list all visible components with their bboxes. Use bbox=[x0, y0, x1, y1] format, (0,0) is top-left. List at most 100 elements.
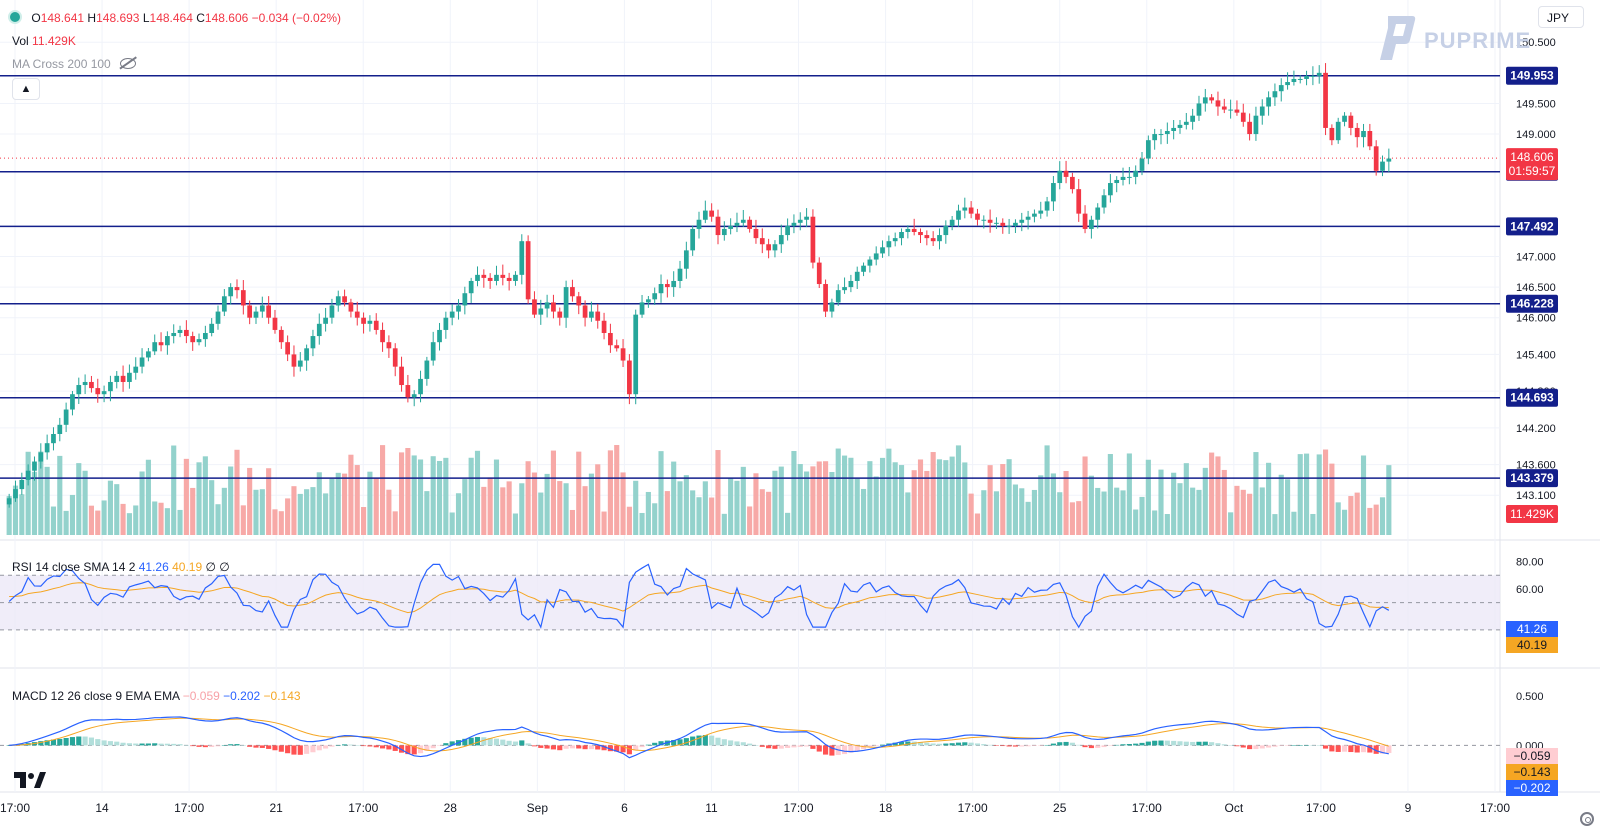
macd-histogram-bar bbox=[550, 745, 557, 750]
macd-histogram-bar bbox=[361, 745, 367, 747]
volume-bar bbox=[1373, 504, 1379, 535]
candle-body bbox=[437, 329, 442, 343]
volume-bar bbox=[430, 456, 436, 535]
candle-body bbox=[291, 354, 297, 367]
hidden-eye-icon[interactable] bbox=[120, 58, 137, 69]
level-badge bbox=[1506, 217, 1558, 236]
volume-bar bbox=[1120, 490, 1126, 535]
settings-gear-icon[interactable] bbox=[1580, 812, 1594, 826]
candle-body bbox=[646, 299, 651, 303]
level-badge-label: 144.693 bbox=[1510, 391, 1554, 405]
candle-body bbox=[1342, 115, 1347, 122]
candle-body bbox=[721, 228, 727, 236]
candle-body bbox=[323, 317, 328, 324]
currency-selector[interactable]: JPY bbox=[1538, 6, 1584, 28]
macd-histogram-bar bbox=[645, 744, 651, 746]
macd-histogram-bar bbox=[1253, 745, 1259, 750]
candle-body bbox=[1108, 183, 1113, 196]
macd-histogram-bar bbox=[1164, 740, 1170, 746]
candle-body bbox=[108, 381, 113, 392]
macd-histogram-bar bbox=[721, 739, 727, 746]
low-value: 148.464 bbox=[149, 11, 193, 25]
candle-body bbox=[835, 290, 841, 303]
macd-histogram-bar bbox=[405, 745, 411, 755]
macd-histogram-bar bbox=[500, 739, 506, 746]
volume-bar bbox=[436, 460, 443, 535]
volume-bar bbox=[1076, 501, 1082, 535]
volume-legend[interactable]: Vol 11.429K bbox=[12, 34, 76, 48]
candle-body bbox=[867, 259, 873, 266]
volume-bar bbox=[190, 487, 196, 535]
volume-bar bbox=[1202, 467, 1208, 535]
candle-body bbox=[1215, 100, 1221, 107]
time-tick-label: 17:00 bbox=[0, 801, 30, 815]
candle-body bbox=[89, 381, 94, 389]
candle-body bbox=[1095, 207, 1101, 220]
macd-histogram-bar bbox=[1101, 745, 1107, 748]
candle-body bbox=[595, 311, 601, 321]
ma-cross-legend[interactable]: MA Cross 200 100 bbox=[12, 57, 137, 71]
candle-body bbox=[968, 207, 974, 214]
volume-bar bbox=[1253, 452, 1259, 535]
candle-body bbox=[1291, 78, 1297, 83]
volume-bar bbox=[1139, 496, 1145, 535]
volume-bar bbox=[12, 485, 19, 535]
volume-bar bbox=[1177, 483, 1183, 535]
candle-body bbox=[772, 244, 778, 251]
candle-body bbox=[1228, 109, 1233, 111]
volume-bar bbox=[1386, 465, 1392, 535]
collapse-legend-button[interactable]: ▲ bbox=[12, 78, 40, 100]
macd-histogram-bar bbox=[993, 745, 1000, 746]
macd-histogram-bar bbox=[247, 745, 253, 747]
rsi-legend[interactable]: RSI 14 close SMA 14 2 41.26 40.19 ∅ ∅ bbox=[12, 560, 230, 574]
candle-body bbox=[127, 372, 132, 382]
candle-body bbox=[1329, 127, 1335, 141]
macd-histogram-bar bbox=[1259, 745, 1265, 749]
macd-histogram-bar bbox=[905, 741, 911, 746]
candle-body bbox=[1221, 106, 1227, 110]
macd-histogram-bar bbox=[981, 744, 987, 746]
volume-label: Vol bbox=[12, 34, 29, 48]
candle-body bbox=[842, 287, 847, 291]
macd-histogram-bar bbox=[582, 745, 588, 750]
macd-histogram-bar bbox=[76, 736, 82, 746]
rsi-tick-label: 60.00 bbox=[1516, 584, 1544, 596]
macd-histogram-bar bbox=[101, 740, 107, 746]
macd-histogram-bar bbox=[1171, 740, 1177, 746]
volume-bar bbox=[1335, 502, 1341, 535]
volume-bar bbox=[1329, 463, 1335, 535]
candle-body bbox=[1266, 97, 1271, 107]
volume-bar bbox=[228, 466, 234, 535]
level-badge-label: 143.379 bbox=[1510, 471, 1554, 485]
volume-bar bbox=[917, 459, 924, 535]
macd-histogram-bar bbox=[266, 745, 272, 749]
macd-histogram-bar bbox=[335, 744, 341, 746]
volume-bar bbox=[1101, 491, 1107, 535]
open-label: O bbox=[31, 11, 41, 25]
macd-histogram-bar bbox=[1063, 741, 1069, 746]
candle-body bbox=[1297, 78, 1303, 80]
macd-histogram-bar bbox=[436, 745, 443, 746]
volume-bar bbox=[443, 457, 449, 535]
time-tick-label: 17:00 bbox=[1306, 801, 1336, 815]
volume-bar bbox=[696, 497, 702, 535]
volume-bar bbox=[1044, 445, 1050, 535]
volume-bar bbox=[1183, 463, 1189, 535]
volume-bar bbox=[993, 491, 1000, 535]
candle-body bbox=[538, 308, 544, 315]
macd-histogram-bar bbox=[133, 743, 139, 746]
volume-bar bbox=[962, 462, 968, 535]
candle-body bbox=[747, 219, 752, 229]
macd-legend[interactable]: MACD 12 26 close 9 EMA EMA −0.059 −0.202… bbox=[12, 689, 301, 703]
macd-histogram-bar bbox=[1183, 741, 1189, 746]
rsi-ma-badge bbox=[1506, 637, 1558, 653]
volume-bar bbox=[114, 484, 120, 535]
candle-body bbox=[791, 222, 797, 226]
volume-bar bbox=[310, 487, 316, 535]
macd-label: MACD 12 26 close 9 EMA EMA bbox=[12, 689, 180, 703]
volume-bar bbox=[1367, 507, 1373, 535]
status-dot-icon bbox=[8, 10, 22, 24]
candle-body bbox=[975, 213, 980, 220]
change-value: −0.034 (−0.02%) bbox=[251, 11, 342, 25]
